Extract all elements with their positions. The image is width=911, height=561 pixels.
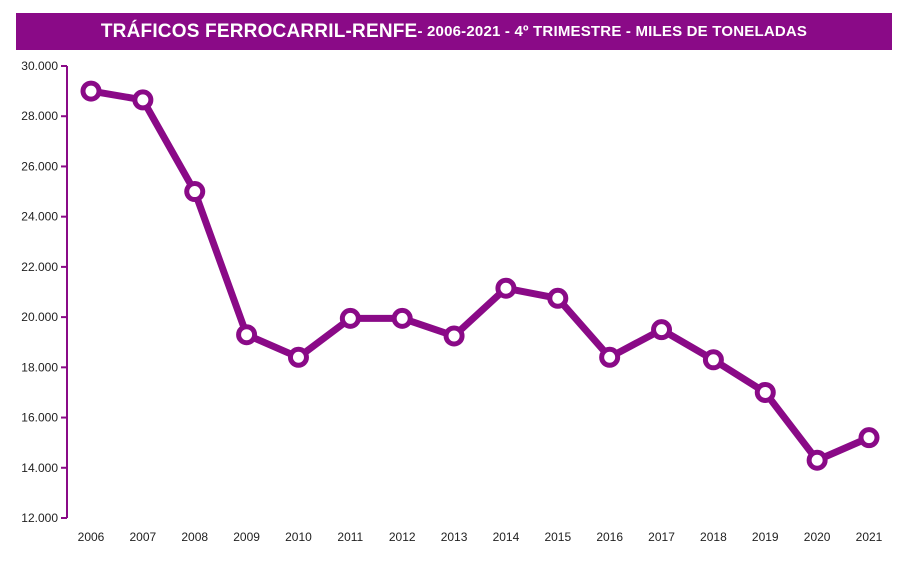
y-tick-label: 28.000 bbox=[21, 109, 58, 123]
data-point bbox=[391, 307, 413, 329]
x-tick-label: 2008 bbox=[181, 530, 208, 544]
x-tick-label: 2010 bbox=[285, 530, 312, 544]
x-tick-label: 2018 bbox=[700, 530, 727, 544]
chart-title-bar: TRÁFICOS FERROCARRIL-RENFE - 2006-2021 -… bbox=[16, 13, 892, 50]
data-point bbox=[132, 89, 154, 111]
data-point bbox=[858, 427, 880, 449]
data-point bbox=[443, 325, 465, 347]
x-tick-label: 2015 bbox=[544, 530, 571, 544]
x-tick-label: 2007 bbox=[130, 530, 157, 544]
data-point bbox=[547, 287, 569, 309]
y-tick-label: 22.000 bbox=[21, 260, 58, 274]
x-tick-label: 2013 bbox=[441, 530, 468, 544]
x-tick-label: 2021 bbox=[856, 530, 883, 544]
y-tick-label: 24.000 bbox=[21, 210, 58, 224]
y-tick-label: 16.000 bbox=[21, 411, 58, 425]
y-tick-label: 30.000 bbox=[21, 59, 58, 73]
data-point bbox=[651, 319, 673, 341]
y-tick-label: 20.000 bbox=[21, 310, 58, 324]
x-tick-label: 2020 bbox=[804, 530, 831, 544]
x-tick-label: 2019 bbox=[752, 530, 779, 544]
y-tick-label: 14.000 bbox=[21, 461, 58, 475]
data-point bbox=[184, 181, 206, 203]
chart-subtitle: - 2006-2021 - 4º TRIMESTRE - MILES DE TO… bbox=[417, 23, 808, 40]
y-tick-label: 18.000 bbox=[21, 360, 58, 374]
y-tick-label: 12.000 bbox=[21, 511, 58, 525]
data-point bbox=[80, 80, 102, 102]
data-point bbox=[287, 346, 309, 368]
x-tick-label: 2016 bbox=[596, 530, 623, 544]
x-tick-label: 2011 bbox=[337, 530, 363, 544]
x-tick-label: 2014 bbox=[493, 530, 520, 544]
y-tick-label: 26.000 bbox=[21, 159, 58, 173]
data-point bbox=[236, 324, 258, 346]
x-tick-label: 2009 bbox=[233, 530, 260, 544]
series-line bbox=[87, 87, 873, 464]
chart-title: TRÁFICOS FERROCARRIL-RENFE bbox=[100, 20, 418, 42]
data-point bbox=[599, 346, 621, 368]
data-point bbox=[806, 449, 828, 471]
data-point bbox=[702, 349, 724, 371]
x-tick-label: 2012 bbox=[389, 530, 416, 544]
data-point bbox=[339, 307, 361, 329]
x-tick-label: 2006 bbox=[78, 530, 105, 544]
data-point bbox=[495, 277, 517, 299]
x-tick-label: 2017 bbox=[648, 530, 675, 544]
data-point bbox=[754, 381, 776, 403]
